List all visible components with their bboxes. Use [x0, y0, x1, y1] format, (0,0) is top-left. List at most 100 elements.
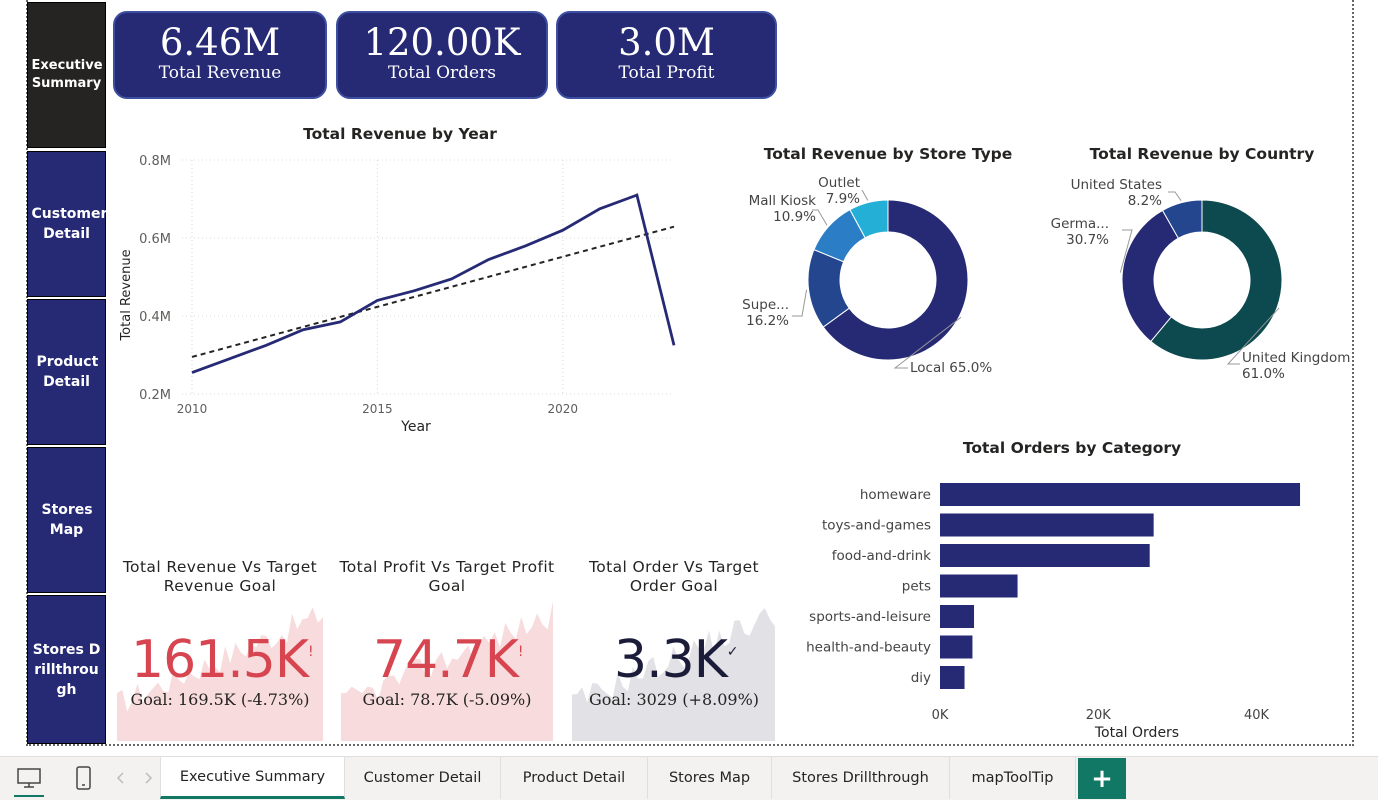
revenue-line[interactable] — [191, 193, 676, 374]
order-goal-text: Goal: 3029 (+8.09%) — [588, 690, 760, 709]
slice-pct: 8.2% — [1128, 193, 1162, 209]
check-icon: ✓ — [726, 644, 739, 660]
bar[interactable] — [940, 666, 965, 689]
country-chart-title: Total Revenue by Country — [1089, 145, 1315, 163]
page-tab-bar: Executive Summary Customer Detail Produc… — [0, 756, 1378, 800]
category-label: diy — [911, 670, 931, 686]
donut-slice[interactable] — [1161, 199, 1203, 239]
leader-line — [812, 209, 828, 226]
add-page-button[interactable]: + — [1078, 758, 1126, 799]
x-tick-label: 2020 — [547, 402, 578, 416]
tab-stores-drillthrough[interactable]: Stores Drillthrough — [772, 757, 950, 799]
kpi-card-profit[interactable]: 3.0M Total Profit — [556, 11, 777, 99]
nav-label: Executive Summary — [31, 58, 103, 91]
desktop-view-icon[interactable] — [16, 767, 42, 789]
nav-label: Stores Drillthrou gh — [32, 641, 101, 698]
nav-label: Product Detail — [36, 354, 99, 390]
bar-chart-title: Total Orders by Category — [962, 439, 1182, 457]
revenue-actual-value: 161.5K! — [131, 630, 314, 690]
y-tick-label: 0.2M — [139, 388, 171, 403]
title-line: Total Order Vs Target — [588, 558, 760, 576]
kpi-value: 3.0M — [618, 21, 715, 64]
profit-target-title: Total Profit Vs Target Profit Goal — [336, 558, 558, 596]
bar[interactable] — [940, 605, 975, 628]
revenue-sparkline-bg — [117, 607, 323, 741]
slice-label: Outlet — [818, 175, 860, 191]
x-tick-label: 2015 — [362, 402, 393, 416]
tab-product-detail[interactable]: Product Detail — [501, 757, 648, 799]
x-axis-label: Year — [400, 419, 431, 435]
chevron-left-icon[interactable] — [115, 771, 127, 785]
bar[interactable] — [940, 635, 973, 659]
sparkline-area — [117, 607, 323, 741]
kpi-label: Total Revenue — [158, 63, 282, 83]
mobile-view-icon[interactable] — [74, 765, 94, 791]
page-navigator: Executive Summary Customer Detail Produc… — [27, 2, 107, 744]
donut-slice[interactable] — [1150, 199, 1283, 361]
y-axis-ticks: 0.2M 0.4M 0.6M 0.8M — [139, 154, 171, 403]
bar[interactable] — [940, 544, 1150, 567]
nav-product-detail[interactable]: Product Detail — [27, 299, 106, 445]
tab-executive-summary[interactable]: Executive Summary — [160, 757, 345, 799]
kpi-label: Total Orders — [388, 63, 496, 83]
leader-line — [861, 189, 869, 201]
nav-label: Stores Map — [41, 502, 93, 538]
kpi-card-orders[interactable]: 120.00K Total Orders — [336, 11, 548, 99]
kpi-card-revenue[interactable]: 6.46M Total Revenue — [113, 11, 327, 99]
orders-sparkline-bg — [572, 608, 775, 741]
nav-customer-detail[interactable]: Customer Detail — [27, 151, 107, 297]
title-line: Total Revenue Vs Target — [122, 558, 318, 576]
slice-pct: 30.7% — [1066, 232, 1109, 248]
kpi-value: 120.00K — [363, 21, 521, 64]
slice-label: Mall Kiosk — [749, 193, 817, 209]
category-label: homeware — [860, 487, 931, 503]
x-axis-label: Total Orders — [1094, 725, 1179, 741]
value-text: 74.7K — [373, 630, 519, 690]
x-tick-label: 2010 — [177, 402, 208, 416]
leader-line — [1226, 307, 1280, 365]
nav-stores-drillthrough[interactable]: Stores Drillthrou gh — [27, 595, 106, 744]
tab-stores-map[interactable]: Stores Map — [648, 757, 772, 799]
kpi-label: Total Profit — [618, 63, 715, 83]
tab-customer-detail[interactable]: Customer Detail — [345, 757, 501, 799]
chart-grid — [182, 159, 674, 395]
donut-slice[interactable] — [849, 199, 889, 239]
category-label: toys-and-games — [822, 518, 931, 534]
bar[interactable] — [940, 513, 1154, 537]
bar[interactable] — [940, 483, 1301, 506]
leader-line — [1119, 229, 1133, 273]
y-axis-label: Total Revenue — [119, 249, 134, 341]
report-canvas — [26, 0, 1354, 746]
slice-pct: 10.9% — [773, 209, 816, 225]
orders-actual-value: 3.3K✓ — [614, 630, 739, 690]
bar[interactable] — [940, 574, 1018, 598]
donut-slice[interactable] — [822, 199, 969, 361]
nav-executive-summary[interactable]: Executive Summary — [27, 2, 106, 148]
title-line: Total Profit Vs Target Profit — [339, 558, 555, 576]
warning-icon: ! — [307, 644, 314, 660]
slice-label: United Kingdom — [1242, 350, 1350, 366]
store-type-chart-title: Total Revenue by Store Type — [763, 145, 1013, 163]
warning-icon: ! — [517, 644, 524, 660]
orders-by-category-bar-chart[interactable]: Total Orders homeware toys-and-games food-… — [790, 470, 1330, 745]
x-tick-label: 40K — [1244, 708, 1270, 723]
tab-maptooltip[interactable]: mapToolTip — [950, 757, 1076, 799]
slice-label: United States — [1071, 177, 1162, 193]
y-tick-label: 0.4M — [139, 310, 171, 325]
revenue-goal-text: Goal: 169.5K (-4.73%) — [130, 690, 310, 709]
sparkline-area — [572, 608, 775, 741]
value-text: 161.5K — [131, 630, 309, 690]
y-tick-label: 0.8M — [139, 154, 171, 169]
leader-line — [1168, 191, 1182, 201]
nav-stores-map[interactable]: Stores Map — [27, 447, 106, 593]
revenue-by-year-line-chart[interactable]: 0.2M 0.4M 0.6M 0.8M 2010 2015 2020 Year Total… — [112, 145, 692, 445]
sparkline-area — [341, 600, 553, 741]
slice-label: Germa... — [1051, 216, 1109, 232]
title-line: Revenue Goal — [163, 577, 277, 595]
desktop-view-indicator — [14, 795, 44, 797]
profit-sparkline-bg — [341, 600, 553, 741]
chevron-right-icon[interactable] — [142, 771, 154, 785]
leader-line — [792, 289, 808, 317]
